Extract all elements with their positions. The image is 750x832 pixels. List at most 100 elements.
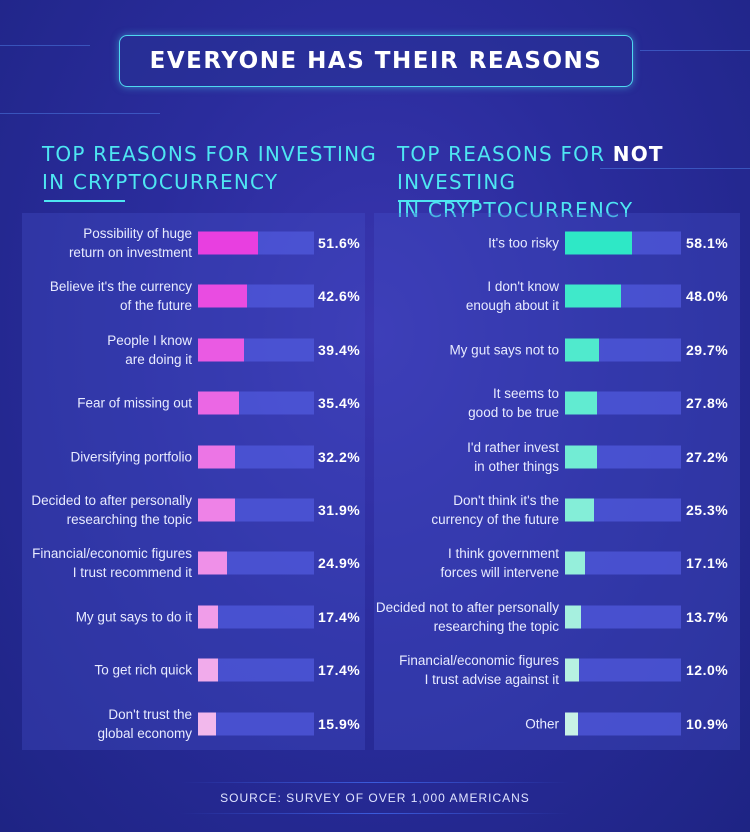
- bar-track: [565, 551, 681, 575]
- label-line: Financial/economic figures: [32, 546, 192, 562]
- category-label: Other: [525, 714, 559, 733]
- value-label: 29.7%: [686, 341, 729, 358]
- bar: [198, 391, 240, 415]
- source-note: SOURCE: SURVEY OF OVER 1,000 AMERICANS: [220, 791, 530, 805]
- category-label: Financial/economic figures I trust recomm…: [32, 544, 192, 582]
- category-label: I'd rather invest in other things: [467, 438, 559, 476]
- label-line: Don't trust the: [108, 706, 192, 722]
- bar-row: Financial/economic figures I trust recomm…: [22, 541, 365, 585]
- bar: [198, 284, 248, 308]
- bar-row: Don't think it's the currency of the futu…: [374, 488, 740, 532]
- divider: [180, 813, 570, 814]
- bar: [198, 658, 219, 682]
- bar-track: [565, 658, 681, 682]
- category-label: It's too risky: [488, 234, 559, 253]
- title-line-2: IN CRYPTOCURRENCY: [42, 170, 279, 194]
- title-underline: [44, 200, 125, 202]
- right-chart-title: TOP REASONS FOR NOT INVESTING IN CRYPTOC…: [397, 140, 750, 224]
- label-line: enough about it: [465, 298, 559, 314]
- value-label: 35.4%: [318, 395, 361, 412]
- value-label: 12.0%: [686, 662, 729, 679]
- bar: [565, 605, 581, 629]
- bar-track: [198, 338, 314, 362]
- bar: [198, 605, 219, 629]
- category-label: I don't know enough about it: [466, 277, 559, 315]
- bar: [565, 284, 621, 308]
- label-line: Don't think it's the: [453, 493, 559, 508]
- label-line: To get rich quick: [94, 662, 192, 678]
- label-line: My gut says to do it: [75, 609, 192, 625]
- label-line: I'd rather invest: [467, 439, 559, 455]
- category-label: Fear of missing out: [77, 394, 192, 413]
- bar-row: It's too risky 58.1%: [374, 221, 740, 265]
- label-line: forces will intervene: [440, 565, 559, 581]
- bar: [198, 445, 236, 469]
- bar-row: I'd rather invest in other things 27.2%: [374, 435, 740, 479]
- title-part: TOP REASONS FOR: [397, 142, 613, 166]
- bar-row: It seems to good to be true 27.8%: [374, 381, 740, 425]
- bar: [198, 498, 235, 522]
- category-label: Possibility of huge return on investment: [69, 224, 192, 262]
- value-label: 17.1%: [686, 555, 729, 572]
- value-label: 24.9%: [318, 555, 361, 572]
- title-underline: [398, 200, 479, 202]
- bar-row: My gut says not to 29.7%: [374, 328, 740, 372]
- category-label: Don't trust the global economy: [97, 705, 192, 743]
- investing-reasons-panel: Possibility of huge return on investment 5…: [22, 213, 365, 750]
- value-label: 42.6%: [318, 288, 361, 305]
- value-label: 58.1%: [686, 235, 729, 251]
- label-line: I think government: [447, 546, 559, 562]
- bar-row: I don't know enough about it 48.0%: [374, 274, 740, 318]
- left-chart-title: TOP REASONS FOR INVESTING IN CRYPTOCURRE…: [42, 140, 377, 196]
- bar: [565, 498, 595, 522]
- title-banner: EVERYONE HAS THEIR REASONS: [119, 35, 633, 87]
- title-line-1: TOP REASONS FOR INVESTING: [42, 142, 377, 166]
- bar-track: [565, 284, 681, 308]
- bar-track: [565, 338, 681, 362]
- bar-row: Fear of missing out 35.4%: [22, 381, 365, 425]
- category-label: People I know are doing it: [107, 331, 192, 369]
- bar-track: [198, 498, 314, 522]
- not-investing-reasons-panel: It's too risky 58.1% I don't know enough ab…: [374, 213, 740, 750]
- bar-track: [565, 498, 681, 522]
- title-part: INVESTING: [397, 170, 517, 194]
- category-label: Decided to after personally researching t…: [31, 491, 192, 529]
- value-label: 27.8%: [686, 395, 729, 412]
- bar-track: [565, 605, 681, 629]
- value-label: 25.3%: [686, 502, 729, 518]
- value-label: 31.9%: [318, 502, 361, 518]
- category-label: Financial/economic figures I trust advise…: [399, 651, 559, 689]
- bar: [565, 391, 598, 415]
- bar-track: [198, 658, 314, 682]
- label-line: It's too risky: [488, 235, 559, 251]
- label-line: Financial/economic figures: [399, 653, 559, 669]
- label-line: global economy: [97, 725, 192, 741]
- value-label: 17.4%: [318, 662, 361, 679]
- value-label: 13.7%: [686, 608, 729, 625]
- label-line: I trust recommend it: [72, 565, 192, 581]
- bar: [565, 712, 578, 736]
- category-label: Don't think it's the currency of the futu…: [431, 491, 559, 529]
- label-line: of the future: [119, 298, 192, 314]
- value-label: 32.2%: [318, 448, 361, 465]
- label-line: Fear of missing out: [77, 395, 192, 411]
- bar-row: Decided to after personally researching t…: [22, 488, 365, 532]
- label-line: return on investment: [68, 245, 192, 260]
- value-label: 17.4%: [318, 608, 361, 625]
- value-label: 10.9%: [686, 715, 729, 732]
- value-label: 39.4%: [318, 341, 361, 358]
- bar-track: [198, 551, 314, 575]
- label-line: good to be true: [468, 405, 559, 421]
- label-line: I trust advise against it: [424, 672, 559, 688]
- bar-track: [565, 231, 681, 255]
- bar-row: People I know are doing it 39.4%: [22, 328, 365, 372]
- bar-track: [198, 445, 314, 469]
- bar-row: To get rich quick 17.4%: [22, 648, 365, 692]
- divider: [180, 782, 570, 783]
- bar-track: [198, 712, 314, 736]
- title-emphasis: NOT: [612, 142, 664, 166]
- bar: [198, 712, 217, 736]
- bar: [565, 658, 579, 682]
- bar-row: Diversifying portfolio 32.2%: [22, 435, 365, 479]
- category-label: My gut says to do it: [76, 607, 192, 626]
